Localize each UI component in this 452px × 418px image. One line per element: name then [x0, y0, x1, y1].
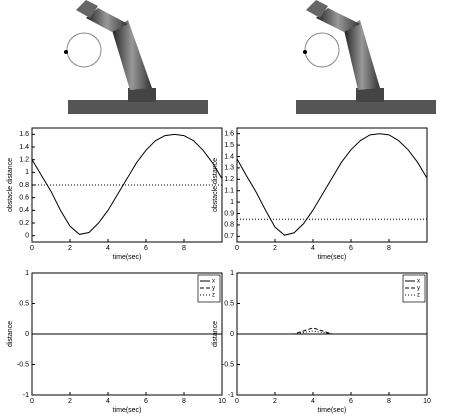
- y-tick-label: 0.2: [19, 220, 29, 227]
- x-tick-label: 6: [349, 245, 353, 252]
- legend-label: z: [417, 293, 420, 299]
- x-tick-label: 4: [106, 245, 110, 252]
- x-tick-label: 8: [387, 245, 391, 252]
- y-axis-label: obstacle distance: [212, 158, 219, 212]
- y-tick-label: 1: [230, 199, 234, 206]
- plot-frame: [32, 128, 222, 242]
- y-tick-label: 0: [25, 233, 29, 240]
- plot-frame: [237, 128, 427, 242]
- x-tick-label: 8: [387, 398, 391, 405]
- x-tick-label: 2: [68, 398, 72, 405]
- x-tick-label: 6: [349, 398, 353, 405]
- x-tick-label: 4: [311, 245, 315, 252]
- y-tick-label: 0.5: [224, 300, 234, 307]
- y-tick-label: 0.8: [224, 222, 234, 229]
- x-tick-label: 8: [182, 245, 186, 252]
- x-tick-label: 4: [311, 398, 315, 405]
- y-tick-label: 1.3: [224, 165, 234, 172]
- x-axis-label: time(sec): [113, 407, 142, 414]
- data-line: [237, 134, 427, 235]
- y-tick-label: -0.5: [17, 361, 29, 368]
- x-tick-label: 0: [30, 245, 34, 252]
- x-tick-label: 4: [106, 398, 110, 405]
- x-tick-label: 0: [235, 398, 239, 405]
- robot-right: [296, 0, 436, 114]
- y-tick-label: 0.9: [224, 210, 234, 217]
- legend-label: x: [417, 279, 420, 285]
- x-tick-label: 10: [423, 398, 431, 405]
- x-tick-label: 2: [273, 398, 277, 405]
- x-axis-label: time(sec): [113, 254, 142, 261]
- y-tick-label: 1.1: [224, 188, 234, 195]
- y-tick-label: 1: [25, 270, 29, 277]
- y-tick-label: 0.8: [19, 182, 29, 189]
- y-tick-label: 0: [230, 331, 234, 338]
- x-tick-label: 6: [144, 398, 148, 405]
- y-tick-label: 1.6: [224, 131, 234, 138]
- robot-left: [64, 0, 208, 114]
- y-axis-label: distance: [7, 321, 14, 347]
- y-tick-label: 0.6: [19, 195, 29, 202]
- y-tick-label: 1.4: [19, 144, 29, 151]
- legend-label: x: [212, 279, 215, 285]
- x-axis-label: time(sec): [318, 254, 347, 261]
- y-tick-label: -0.5: [222, 361, 234, 368]
- legend-label: z: [212, 293, 215, 299]
- x-tick-label: 2: [273, 245, 277, 252]
- y-axis-label: distance: [212, 321, 219, 347]
- y-tick-label: 0.5: [19, 300, 29, 307]
- legend-label: y: [417, 286, 420, 292]
- y-tick-label: 1.2: [224, 176, 234, 183]
- x-axis-label: time(sec): [318, 407, 347, 414]
- x-tick-label: 8: [182, 398, 186, 405]
- y-tick-label: 1: [230, 270, 234, 277]
- x-tick-label: 2: [68, 245, 72, 252]
- y-tick-label: -1: [228, 392, 234, 399]
- y-tick-label: 1: [25, 169, 29, 176]
- y-tick-label: -1: [23, 392, 29, 399]
- y-tick-label: 1.5: [224, 142, 234, 149]
- legend-label: y: [212, 286, 215, 292]
- y-tick-label: 1.6: [19, 131, 29, 138]
- y-tick-label: 1.2: [19, 157, 29, 164]
- figure: 0 2 4 6 8 0 0.2 0.4 0.6 0.8 1 1.2 1.4 1.6 time(sec) obs…: [0, 0, 452, 418]
- y-tick-label: 1.4: [224, 153, 234, 160]
- y-tick-label: 0.4: [19, 207, 29, 214]
- data-line: [32, 134, 222, 234]
- series-line: [237, 328, 427, 334]
- x-tick-label: 0: [30, 398, 34, 405]
- x-tick-label: 10: [218, 398, 226, 405]
- y-axis-label: obstacle distance: [7, 158, 14, 212]
- y-tick-label: 0.7: [224, 233, 234, 240]
- x-tick-label: 6: [144, 245, 148, 252]
- y-tick-label: 0: [25, 331, 29, 338]
- x-tick-label: 0: [235, 245, 239, 252]
